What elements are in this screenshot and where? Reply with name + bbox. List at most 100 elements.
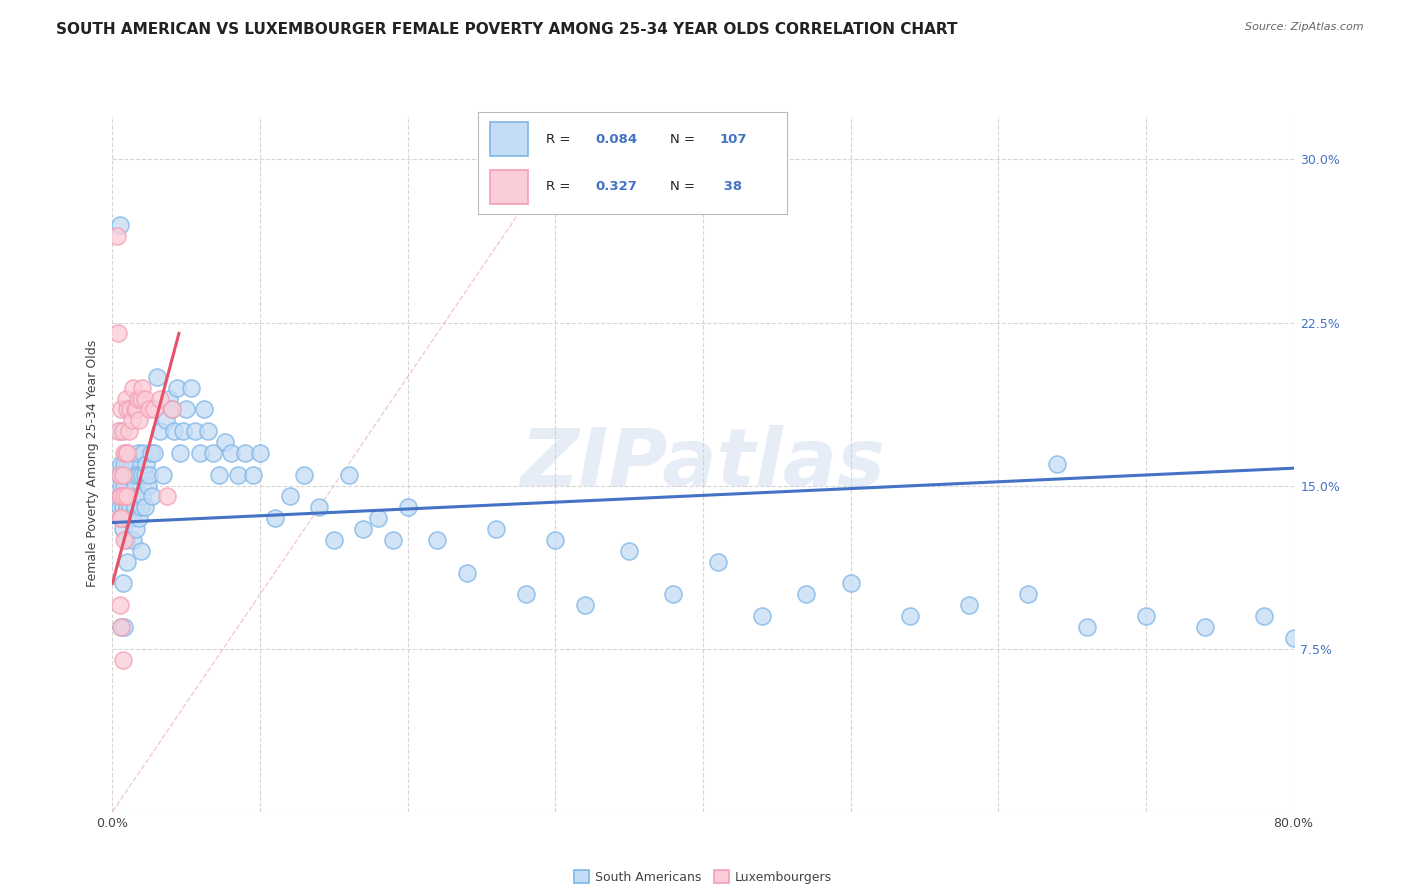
Point: [111, 576, 134, 591]
Point: [124, 402, 146, 417]
Text: 38: 38: [720, 180, 742, 193]
Point: [112, 620, 135, 634]
Point: [188, 446, 211, 460]
Point: [1194, 620, 1216, 634]
Point: [117, 511, 138, 525]
Point: [121, 413, 143, 427]
Point: [197, 424, 219, 438]
Point: [128, 413, 150, 427]
Point: [122, 381, 145, 395]
Point: [142, 402, 165, 417]
Point: [114, 467, 136, 482]
Point: [127, 392, 149, 406]
Text: R =: R =: [546, 180, 575, 193]
Point: [352, 522, 374, 536]
Point: [214, 435, 236, 450]
Point: [110, 457, 132, 471]
Point: [129, 544, 152, 558]
Point: [107, 424, 129, 438]
Text: R =: R =: [546, 133, 575, 145]
Point: [127, 490, 149, 504]
Point: [111, 424, 134, 438]
Point: [132, 446, 155, 460]
Point: [112, 490, 135, 504]
Point: [155, 413, 177, 427]
Point: [898, 609, 921, 624]
Point: [117, 555, 138, 569]
Point: [1282, 631, 1305, 645]
Point: [121, 511, 143, 525]
Point: [110, 490, 132, 504]
Point: [118, 424, 141, 438]
Point: [117, 490, 138, 504]
Point: [117, 446, 138, 460]
Point: [1135, 609, 1157, 624]
Point: [112, 478, 135, 492]
Point: [382, 533, 405, 547]
Point: [544, 533, 567, 547]
Point: [117, 500, 138, 515]
Point: [149, 424, 172, 438]
Point: [110, 620, 132, 634]
Point: [120, 500, 142, 515]
Point: [1076, 620, 1098, 634]
Point: [957, 598, 980, 612]
Point: [208, 467, 231, 482]
Point: [426, 533, 449, 547]
Point: [110, 402, 132, 417]
Point: [323, 533, 346, 547]
Point: [110, 478, 132, 492]
Point: [108, 500, 131, 515]
Point: [108, 490, 131, 504]
Point: [108, 598, 131, 612]
Point: [124, 500, 146, 515]
Point: [110, 511, 132, 525]
Point: [112, 457, 135, 471]
Y-axis label: Female Poverty Among 25-34 Year Olds: Female Poverty Among 25-34 Year Olds: [86, 340, 100, 588]
Point: [193, 402, 215, 417]
Point: [108, 467, 131, 482]
Point: [662, 587, 685, 601]
Text: ZIPatlas: ZIPatlas: [520, 425, 886, 503]
Point: [396, 500, 419, 515]
Point: [135, 457, 157, 471]
Point: [117, 402, 138, 417]
Text: N =: N =: [669, 133, 699, 145]
Point: [111, 652, 134, 666]
Point: [149, 392, 172, 406]
Point: [114, 533, 136, 547]
Point: [125, 402, 148, 417]
Point: [108, 218, 131, 232]
Point: [122, 457, 145, 471]
Point: [138, 467, 160, 482]
Point: [264, 511, 287, 525]
Point: [619, 544, 641, 558]
Point: [112, 446, 135, 460]
Point: [131, 467, 153, 482]
Point: [125, 522, 148, 536]
Point: [308, 500, 330, 515]
Text: 0.327: 0.327: [596, 180, 637, 193]
Point: [172, 424, 194, 438]
Point: [201, 446, 224, 460]
Text: Source: ZipAtlas.com: Source: ZipAtlas.com: [1246, 22, 1364, 32]
Text: SOUTH AMERICAN VS LUXEMBOURGER FEMALE POVERTY AMONG 25-34 YEAR OLDS CORRELATION : SOUTH AMERICAN VS LUXEMBOURGER FEMALE PO…: [56, 22, 957, 37]
Point: [110, 620, 132, 634]
Point: [142, 446, 165, 460]
Point: [122, 533, 145, 547]
Point: [114, 392, 136, 406]
Point: [138, 402, 160, 417]
Point: [134, 500, 156, 515]
Point: [1017, 587, 1039, 601]
Point: [111, 500, 134, 515]
Point: [120, 467, 142, 482]
Point: [160, 402, 183, 417]
Point: [456, 566, 478, 580]
Point: [249, 446, 271, 460]
FancyBboxPatch shape: [491, 170, 527, 204]
Point: [1046, 457, 1069, 471]
Point: [110, 511, 132, 525]
Point: [157, 392, 180, 406]
FancyBboxPatch shape: [491, 122, 527, 155]
Legend: South Americans, Luxembourgers: South Americans, Luxembourgers: [569, 865, 837, 889]
